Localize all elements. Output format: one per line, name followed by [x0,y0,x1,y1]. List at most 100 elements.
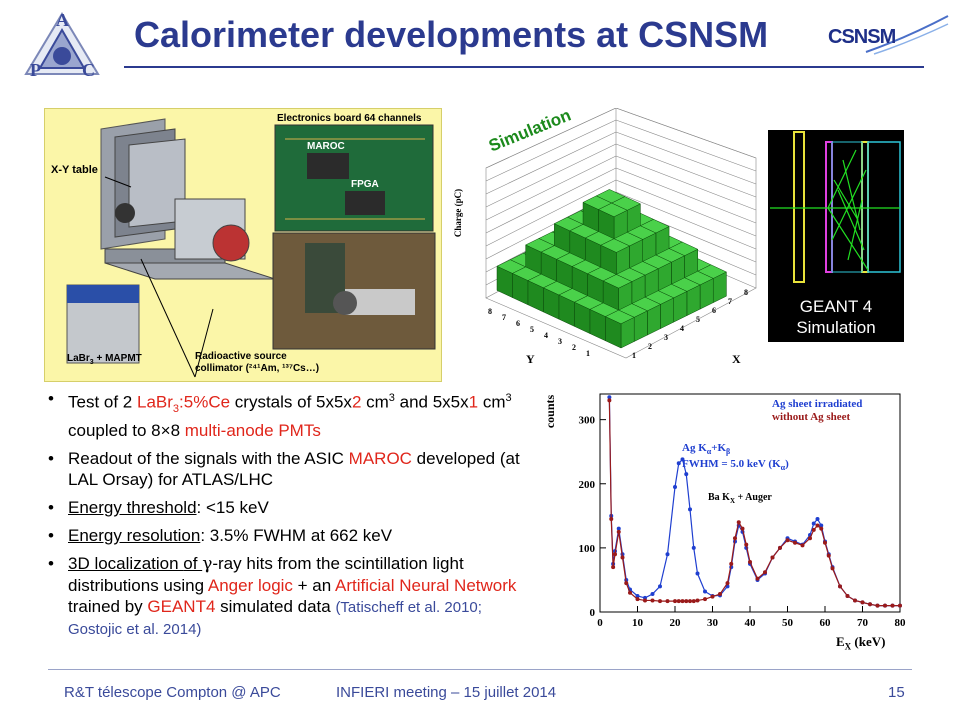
logo-letter-p: P [30,60,41,80]
x-tick-label: 5 [696,315,700,324]
series-0-point [635,593,640,598]
annotation-ag: Ag Kα+Kβ [682,442,731,457]
bullet-localization: 3D localization of γ-ray hits from the s… [46,553,536,640]
annotation-fwhm: FWHM = 5.0 keV (Kα) [682,458,789,473]
logo-letter-c: C [82,60,95,80]
label-xy-table: X-Y table [51,164,98,176]
series-1-point [868,602,872,607]
z-axis-label: Charge (pC) [453,188,464,238]
series-1-point [785,538,790,543]
series-1-point [673,599,677,604]
x-tick-label: 40 [745,617,757,629]
geant4-panel: GEANT 4 Simulation [768,130,904,342]
x-tick-label: 2 [648,342,652,351]
x-tick-label: 1 [632,351,636,360]
y-axis-label: Y [526,352,535,366]
series-1-point [883,603,887,608]
legend-ag-irradiated: Ag sheet irradiated [772,398,863,410]
series-1-point [890,603,895,608]
series-0-point [673,484,677,489]
y-tick-label: 6 [516,319,520,328]
series-1-point [691,599,696,604]
y-tick-label: 100 [579,543,596,555]
x-tick-label: 8 [744,288,748,297]
setup-photo: X-Y table Electronics board 64 channels … [44,108,442,382]
page-title: Calorimeter developments at CSNSM [134,14,769,55]
series-1-point [845,593,850,598]
series-1-point [676,599,681,604]
series-0-point [607,395,612,400]
series-1-point [710,594,715,599]
x-tick-label: 70 [857,617,869,629]
logo-letter-a: A [56,10,69,30]
series-1-point [725,581,730,586]
x-tick-label: 6 [712,306,716,315]
x-tick-label: 3 [664,333,668,342]
x-tick-label: 50 [782,617,794,629]
y-tick-label: 2 [572,343,576,352]
series-1-point [830,566,835,571]
series-1-point [695,598,700,603]
series-1-point [736,520,741,525]
apc-logo: A P C [22,10,102,90]
series-1-point [616,529,621,534]
x-axis-label: X [732,352,741,366]
title-divider [124,66,924,68]
bullet-threshold: Energy threshold: <15 keV [46,497,536,518]
series-0-point [811,521,816,526]
spectrum-chart: 0 10 20 30 40 50 60 70 80 0 100 200 300 counts EX (k… [540,384,912,668]
x-tick-label: 10 [632,617,644,629]
series-1-point [684,599,689,604]
x-tick-label: 80 [895,617,907,629]
x-tick-label: 60 [820,617,832,629]
series-0-point [819,523,824,528]
series-1-point [733,536,737,541]
footer-left: R&T télescope Compton @ APC [64,684,281,701]
series-0-point [691,545,696,550]
series-1-point [740,526,745,531]
series-0-point [684,472,689,477]
series-1-point [729,561,734,566]
label-fpga: FPGA [351,179,379,190]
x-tick-label: 20 [670,617,682,629]
series-0-point [688,507,692,512]
series-0-point [695,571,700,576]
x-tick-label: 7 [728,297,732,306]
page-number: 15 [888,684,905,701]
y-tick-label: 5 [530,325,534,334]
label-labr3: LaBr3 + MAPMT [67,353,142,366]
series-1-point [624,581,629,586]
lego-bar [604,309,635,349]
label-maroc: MAROC [307,141,345,152]
series-1-point [650,598,655,603]
series-1-point [875,603,880,608]
legend-without-ag: without Ag sheet [772,411,851,423]
series-1-point [898,603,902,608]
series-1-point [744,542,749,547]
label-electronics: Electronics board 64 channels [277,113,422,124]
series-1-point [763,570,767,575]
y-tick-label: 7 [502,313,506,322]
series-1-point [688,599,692,604]
series-1-point [815,523,820,528]
bullet-resolution: Energy resolution: 3.5% FWHM at 662 keV [46,525,536,546]
series-1-point [643,598,647,603]
series-1-point [611,565,616,570]
csnsm-logo: CSNSM [826,12,950,58]
spectrum-legend: Ag sheet irradiated without Ag sheet [772,398,862,424]
series-1-point [800,543,805,548]
series-0-point [616,526,621,531]
series-1-point [665,599,670,604]
label-source: Radioactive source collimator (²⁴¹Am, ¹³… [195,351,320,374]
series-1-point [778,545,782,550]
series-1-point [703,597,707,602]
y-tick-label: 1 [586,349,590,358]
y-tick-label: 8 [488,307,492,316]
series-1-point [808,536,812,541]
series-0-point [650,592,655,597]
annotation-ba: Ba KX + Auger [708,492,772,505]
x-tick-label: 4 [680,324,684,333]
series-1-point [718,592,722,597]
x-tick-label: 0 [597,617,603,629]
series-0-point [703,589,707,594]
